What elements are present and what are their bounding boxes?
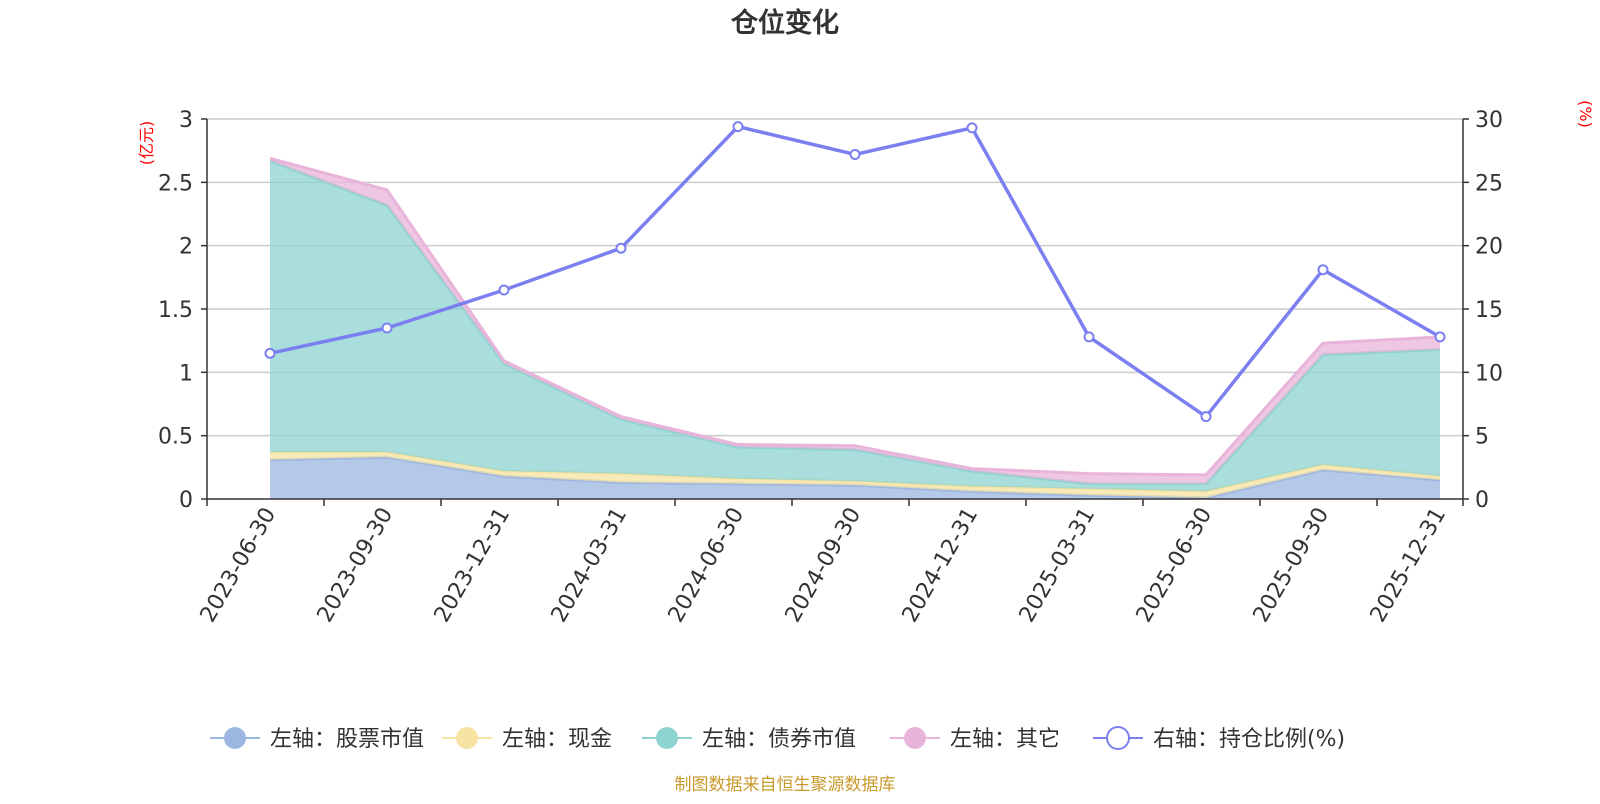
right-tick-label-1: 5 [1475, 425, 1489, 450]
area-series-1 [270, 452, 1440, 498]
line-point-4 [732, 121, 744, 133]
right-tick-label-2: 10 [1475, 361, 1503, 386]
left-tick-label-4: 2 [179, 235, 193, 260]
legend-label-2: 左轴：债券市值 [702, 727, 856, 752]
line-point-7 [1083, 331, 1095, 343]
x-tick-label-8: 2025-06-30 [1132, 504, 1218, 627]
x-tick-label-0: 2023-06-30 [196, 504, 282, 627]
line-point-2 [498, 284, 510, 296]
left-tick-label-3: 1.5 [158, 298, 193, 323]
stacked-areas [269, 156, 1441, 500]
right-tick-label-4: 20 [1475, 235, 1503, 260]
left-tick-label-5: 2.5 [158, 171, 193, 196]
line-point-8 [1200, 411, 1212, 423]
x-tick-label-9: 2025-09-30 [1249, 504, 1335, 627]
x-tick-label-1: 2023-09-30 [313, 504, 399, 627]
left-tick-label-6: 3 [179, 108, 193, 133]
left-tick-label-2: 1 [179, 361, 193, 386]
x-tick-label-6: 2024-12-31 [898, 504, 984, 627]
holding-ratio-line [264, 121, 1446, 423]
left-axis-unit: (亿元) [137, 121, 156, 166]
right-tick-label-3: 15 [1475, 298, 1503, 323]
legend-marker-4 [1106, 726, 1130, 750]
legend-marker-3 [904, 727, 926, 749]
x-tick-label-7: 2025-03-31 [1015, 504, 1101, 627]
right-axis-unit: (%) [1576, 100, 1595, 128]
left-tick-label-1: 0.5 [158, 425, 193, 450]
area-series-2 [270, 160, 1440, 492]
x-tick-label-5: 2024-09-30 [781, 504, 867, 627]
right-tick-label-0: 0 [1475, 488, 1489, 513]
legend: 左轴：股票市值 左轴：现金 左轴：债券市值 左轴：其它 右轴：持仓比例(%) [210, 726, 1345, 752]
legend-label-0: 左轴：股票市值 [270, 727, 424, 752]
line-point-1 [381, 322, 393, 334]
x-tick-label-10: 2025-12-31 [1366, 504, 1452, 627]
line-point-10 [1434, 331, 1446, 343]
line-point-3 [615, 242, 627, 254]
legend-marker-1 [456, 727, 478, 749]
left-tick-label-0: 0 [179, 488, 193, 513]
line-point-0 [264, 347, 276, 359]
legend-marker-2 [656, 727, 678, 749]
legend-label-4: 右轴：持仓比例(%) [1153, 727, 1345, 752]
area-series-0 [270, 457, 1440, 499]
line-point-9 [1317, 264, 1329, 276]
line-point-5 [849, 148, 861, 160]
x-tick-label-2: 2023-12-31 [430, 504, 516, 627]
source-note: 制图数据来自恒生聚源数据库 [675, 775, 896, 795]
right-tick-label-6: 30 [1475, 108, 1503, 133]
x-tick-label-4: 2024-06-30 [664, 504, 750, 627]
right-tick-label-5: 25 [1475, 171, 1503, 196]
legend-label-3: 左轴：其它 [950, 727, 1060, 752]
legend-label-1: 左轴：现金 [502, 727, 612, 752]
chart-title: 仓位变化 [730, 7, 839, 39]
x-tick-label-3: 2024-03-31 [547, 504, 633, 627]
line-point-6 [966, 122, 978, 134]
legend-marker-0 [224, 727, 246, 749]
